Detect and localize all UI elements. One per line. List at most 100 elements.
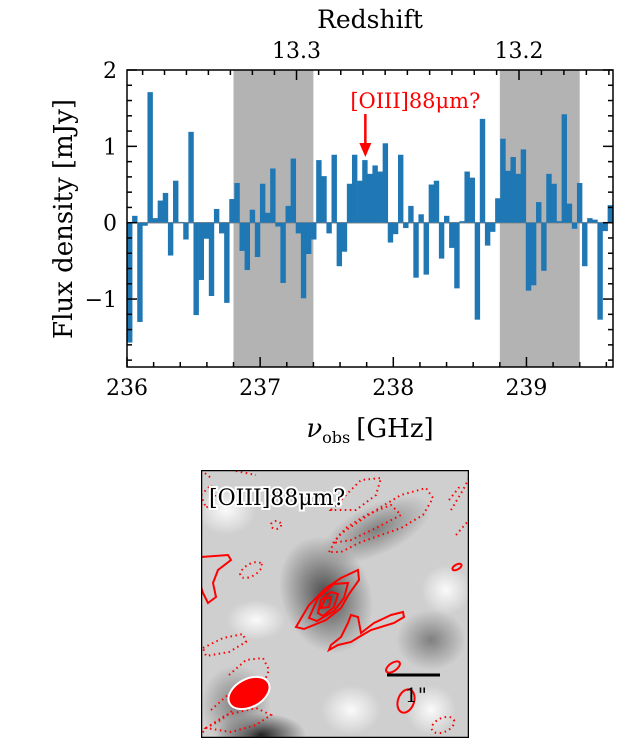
bar	[321, 176, 327, 223]
x-axis-label: νobs [GHz]	[306, 414, 433, 447]
line-annotation: [OIII]88μm?	[350, 89, 480, 157]
bar	[592, 219, 598, 223]
bar	[546, 173, 552, 223]
bar	[438, 222, 445, 259]
map-label: [OIII]88μm?	[209, 486, 345, 511]
bar	[408, 205, 414, 223]
bar	[541, 222, 547, 271]
bar	[525, 222, 532, 291]
bar	[193, 222, 199, 316]
bar	[459, 221, 465, 223]
bar	[561, 114, 568, 223]
bar	[418, 214, 424, 223]
bar	[551, 183, 557, 223]
bar	[597, 222, 603, 320]
bar	[295, 222, 302, 234]
bar	[387, 222, 394, 243]
beam-ellipse	[227, 675, 271, 711]
bar	[326, 222, 332, 234]
y-axis-label: Flux density [mJy]	[49, 99, 79, 339]
bar	[167, 222, 174, 256]
bar	[505, 170, 511, 223]
y-tick-label: −1	[85, 288, 117, 313]
bar	[244, 222, 251, 271]
bar	[449, 222, 455, 248]
bar	[290, 158, 297, 223]
bar	[484, 222, 491, 246]
bar	[357, 180, 363, 223]
bar	[566, 203, 573, 223]
bar	[229, 199, 235, 223]
positive-contours	[201, 553, 463, 714]
bar	[351, 154, 358, 223]
negative-contours	[201, 470, 469, 736]
bar	[454, 222, 460, 289]
bar	[162, 192, 169, 223]
bar	[137, 222, 143, 322]
bar	[403, 222, 409, 229]
bar	[346, 183, 353, 223]
y-tick-label: 0	[103, 212, 117, 237]
bar	[132, 215, 138, 223]
annotation-arrow-head	[359, 143, 372, 157]
bar	[582, 222, 588, 267]
bar	[265, 212, 271, 223]
bars	[127, 92, 614, 343]
bar	[474, 222, 481, 320]
bar	[259, 183, 266, 223]
bar	[428, 184, 435, 223]
bar	[479, 118, 486, 223]
bar	[423, 222, 429, 275]
bar	[127, 222, 133, 343]
bar	[270, 168, 276, 223]
bar	[372, 165, 378, 223]
bar	[280, 222, 286, 284]
bar	[331, 154, 337, 223]
bar	[367, 173, 373, 223]
bar	[208, 222, 215, 296]
bar	[607, 205, 614, 223]
x-tick-label: 237	[239, 376, 281, 401]
x-axis-unit: [GHz]	[356, 414, 433, 444]
bar	[311, 222, 317, 240]
x-tick-label: 236	[106, 376, 148, 401]
bar	[362, 160, 368, 223]
bar	[249, 209, 256, 223]
bar	[464, 171, 470, 223]
bar	[157, 200, 164, 223]
bar	[142, 222, 148, 226]
shaded-regions	[233, 70, 580, 367]
top-axis-label: Redshift	[317, 5, 423, 34]
x-axis-subscript: obs	[322, 428, 350, 447]
spectrum-chart: 236 237 238 239 2 1 0 −1 13.3 13.2 Redshift Flux …	[49, 5, 614, 447]
bar	[152, 218, 158, 223]
bar	[234, 182, 240, 223]
bar	[239, 222, 245, 251]
bar	[500, 138, 506, 223]
bar	[341, 222, 348, 252]
bar	[305, 222, 312, 255]
bar	[515, 173, 521, 223]
bar	[413, 222, 419, 278]
bar	[219, 222, 225, 234]
bar	[510, 157, 516, 223]
bar	[571, 222, 578, 229]
bar	[602, 222, 608, 232]
bar	[444, 215, 450, 223]
bar	[336, 222, 343, 267]
bar	[213, 208, 220, 223]
x-tick-label: 239	[505, 376, 547, 401]
bar	[224, 222, 230, 303]
map-panel: 1" [OIII]88μm?	[201, 470, 469, 738]
scale-bar-label: 1"	[405, 683, 427, 707]
bar	[392, 222, 399, 235]
bar	[536, 202, 542, 223]
ticks: 236 237 238 239 2 1 0 −1 13.3 13.2	[85, 39, 613, 401]
bar	[377, 171, 383, 223]
bar	[178, 221, 184, 223]
bar	[397, 154, 404, 223]
bar	[275, 222, 281, 227]
bar	[490, 222, 496, 232]
bar	[520, 149, 527, 223]
top-tick-label: 13.2	[495, 39, 544, 64]
